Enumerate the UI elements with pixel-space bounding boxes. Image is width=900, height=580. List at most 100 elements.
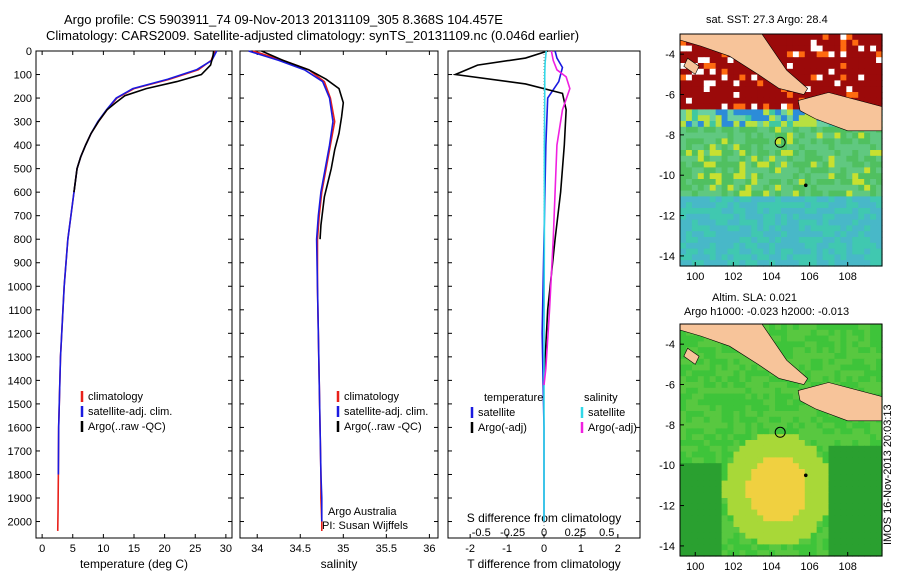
field-cell (733, 161, 741, 168)
field-cell (727, 213, 735, 221)
field-cell (703, 364, 711, 371)
field-cell (680, 527, 687, 534)
field-cell (810, 51, 818, 58)
field-cell (876, 463, 883, 470)
field-cell (822, 219, 830, 226)
field-cell (691, 92, 699, 99)
field-cell (798, 39, 806, 47)
field-cell (709, 213, 717, 221)
field-cell (769, 498, 776, 505)
field-cell (727, 184, 735, 192)
field-cell (680, 196, 687, 203)
field-cell (703, 469, 711, 476)
field-cell (733, 527, 741, 534)
field-cell (840, 376, 847, 383)
field-cell (798, 63, 806, 70)
field-cell (745, 527, 752, 534)
field-cell (757, 370, 764, 377)
field-cell (715, 474, 723, 482)
field-cell (786, 184, 794, 192)
field-cell (876, 353, 883, 360)
field-cell (739, 219, 746, 226)
field-cell (828, 63, 836, 70)
field-cell (822, 451, 830, 458)
field-cell (792, 474, 800, 482)
field-cell (798, 515, 806, 522)
christmas-island-marker (803, 473, 808, 478)
field-cell (757, 126, 764, 134)
field-cell (846, 86, 853, 93)
field-cell (864, 469, 871, 476)
field-cell (733, 190, 741, 197)
field-cell (727, 347, 735, 354)
field-cell (739, 469, 746, 476)
field-cell (709, 92, 717, 99)
field-cell (864, 39, 871, 47)
field-cell (727, 503, 735, 511)
field-cell (792, 161, 800, 168)
field-cell (864, 173, 871, 180)
field-cell (769, 126, 776, 134)
field-cell (781, 260, 788, 267)
field-cell (745, 544, 752, 551)
field-cell (733, 179, 741, 186)
field-cell (709, 184, 717, 192)
field-cell (685, 115, 693, 122)
field-cell (798, 109, 806, 116)
field-cell (858, 538, 865, 545)
field-cell (697, 353, 705, 360)
field-cell (804, 126, 812, 134)
field-cell (810, 515, 818, 522)
field-cell (858, 150, 865, 157)
field-cell (858, 86, 865, 93)
field-cell (786, 422, 794, 429)
field-cell (858, 422, 865, 429)
field-cell (852, 347, 859, 354)
field-cell (715, 492, 723, 499)
field-cell (721, 411, 729, 418)
field-cell (733, 393, 741, 400)
field-cell (727, 457, 735, 464)
field-cell (703, 370, 711, 377)
field-cell (763, 190, 770, 197)
field-cell (763, 515, 770, 522)
field-cell (685, 434, 693, 441)
x-tick-label: 0 (39, 543, 45, 555)
field-cell (810, 74, 818, 81)
field-cell (697, 451, 705, 458)
field-cell (786, 97, 794, 105)
field-cell (822, 237, 830, 244)
field-cell (715, 213, 723, 221)
field-cell (798, 138, 806, 145)
field-cell (816, 324, 824, 331)
field-cell (733, 411, 741, 418)
field-cell (721, 544, 729, 551)
field-cell (822, 51, 830, 58)
field-cell (745, 68, 752, 76)
field-cell (715, 57, 723, 64)
field-cell (733, 387, 741, 395)
field-cell (721, 150, 729, 157)
field-cell (691, 474, 699, 482)
field-cell (697, 167, 705, 174)
field-cell (834, 376, 842, 383)
field-cell (739, 138, 746, 145)
field-cell (709, 347, 717, 354)
field-cell (703, 57, 711, 64)
field-cell (846, 57, 853, 64)
field-cell (864, 376, 871, 383)
field-cell (840, 463, 847, 470)
field-cell (721, 382, 729, 389)
field-cell (828, 463, 836, 470)
field-cell (769, 167, 776, 174)
x-axis-label: T difference from climatology (467, 557, 621, 571)
field-cell (792, 132, 800, 139)
y-tick-label: -14 (659, 251, 675, 263)
field-cell (834, 173, 842, 180)
field-cell (697, 335, 705, 342)
field-cell (745, 445, 752, 453)
field-cell (810, 347, 818, 354)
field-cell (703, 150, 711, 157)
field-cell (864, 527, 871, 534)
field-cell (828, 208, 836, 215)
